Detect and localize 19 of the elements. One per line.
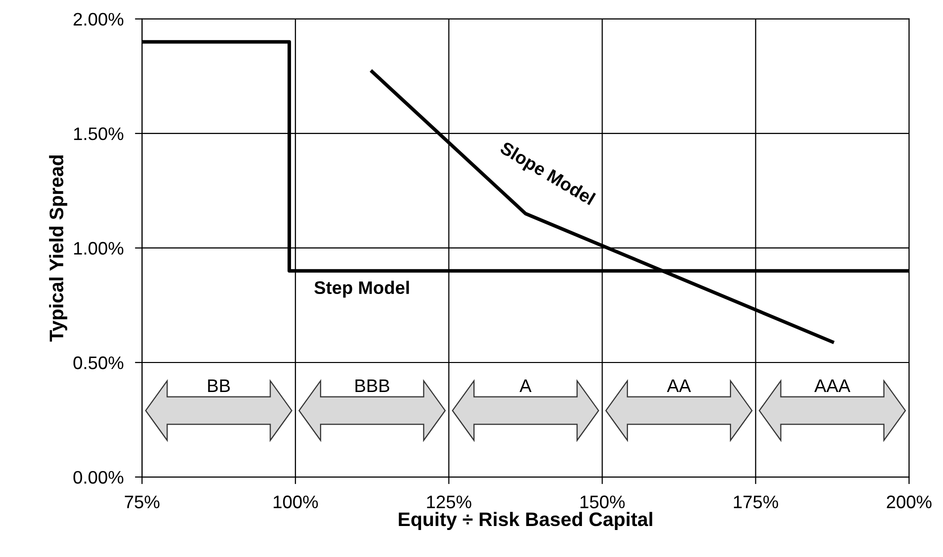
y-tick-label: 0.50% — [73, 356, 124, 370]
x-tick-label: 100% — [274, 496, 318, 508]
annotation: AAA — [814, 380, 850, 392]
annotation: BBB — [356, 380, 390, 392]
annotation: BB — [208, 380, 230, 392]
series-label: Step Model — [314, 280, 409, 298]
y-axis-title: Typical Yield Spread — [49, 155, 68, 342]
x-tick-label: 175% — [734, 496, 778, 508]
x-tick-label: 150% — [580, 496, 625, 508]
annotation: A — [520, 380, 532, 392]
x-axis-title: Equity ÷ Risk Based Capital — [398, 512, 652, 530]
y-tick-label: 0.00% — [73, 470, 124, 484]
y-tick-label: 1.00% — [74, 242, 124, 255]
x-tick-label: 75% — [124, 496, 160, 508]
x-tick-label: 200% — [886, 496, 932, 508]
y-tick-label: 1.50% — [74, 127, 124, 140]
y-tick-label: 2.00% — [74, 12, 124, 26]
x-tick-label: 125% — [427, 496, 472, 508]
annotation: AA — [666, 380, 691, 392]
